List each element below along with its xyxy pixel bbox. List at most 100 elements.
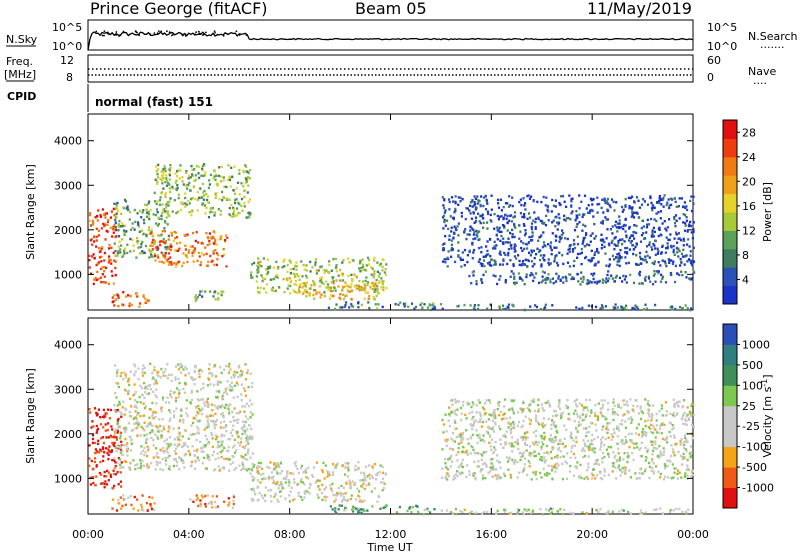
echo-cell <box>461 471 464 474</box>
echo-cell <box>519 458 522 462</box>
echo-cell <box>686 413 689 417</box>
echo-cell <box>457 451 460 454</box>
echo-cell <box>358 287 361 290</box>
echo-cell <box>107 453 110 457</box>
echo-cell <box>551 419 554 422</box>
echo-cell <box>650 469 653 473</box>
echo-cell <box>183 442 186 445</box>
echo-cell <box>90 224 93 227</box>
echo-cell <box>172 464 175 468</box>
echo-cell <box>531 273 534 276</box>
echo-cell <box>546 444 549 448</box>
echo-cell <box>204 246 207 249</box>
echo-cell <box>376 473 379 477</box>
echo-cell <box>161 468 165 472</box>
echo-cell <box>516 460 519 464</box>
echo-cell <box>131 394 134 397</box>
echo-cell <box>446 265 449 268</box>
echo-cell <box>457 203 460 206</box>
echo-cell <box>190 424 193 427</box>
echo-cell <box>279 490 282 493</box>
echo-cell <box>590 439 593 442</box>
echo-cell <box>460 412 463 415</box>
echo-cell <box>177 396 180 399</box>
echo-cell <box>102 447 105 450</box>
echo-cell <box>619 406 622 409</box>
echo-cell <box>490 427 493 430</box>
echo-cell <box>662 450 665 454</box>
echo-cell <box>622 227 625 231</box>
echo-cell <box>114 249 117 253</box>
echo-cell <box>550 440 554 444</box>
echo-cell <box>162 371 165 374</box>
echo-cell <box>516 411 520 414</box>
echo-cell <box>618 219 621 222</box>
echo-cell <box>443 242 446 245</box>
echo-cell <box>501 263 504 266</box>
echo-cell <box>683 411 686 415</box>
echo-cell <box>493 245 496 248</box>
echo-cell <box>199 504 203 508</box>
echo-cell <box>276 276 279 279</box>
echo-cell <box>497 202 500 205</box>
echo-cell <box>499 239 502 242</box>
echo-cell <box>237 430 240 434</box>
echo-cell <box>177 210 180 213</box>
echo-cell <box>109 473 112 477</box>
echo-cell <box>93 240 96 243</box>
echo-cell <box>508 204 512 207</box>
echo-cell <box>148 226 151 229</box>
echo-cell <box>530 478 533 481</box>
echo-cell <box>161 398 164 401</box>
echo-cell <box>524 229 527 232</box>
echo-cell <box>299 283 302 286</box>
echo-cell <box>348 261 351 264</box>
echo-cell <box>674 307 677 311</box>
echo-cell <box>664 262 667 265</box>
echo-cell <box>485 450 488 454</box>
echo-cell <box>590 472 593 475</box>
echo-cell <box>685 419 688 423</box>
echo-cell <box>341 288 344 292</box>
echo-cell <box>104 480 107 483</box>
echo-cell <box>532 219 535 222</box>
echo-cell <box>232 499 235 503</box>
echo-cell <box>307 292 310 295</box>
echo-cell <box>264 494 267 497</box>
echo-cell <box>121 449 124 453</box>
echo-cell <box>119 437 122 440</box>
echo-cell <box>98 451 101 454</box>
echo-cell <box>140 503 143 507</box>
echo-cell <box>163 254 167 258</box>
echo-cell <box>459 256 462 260</box>
echo-cell <box>128 467 131 470</box>
echo-cell <box>565 462 569 465</box>
echo-cell <box>689 224 692 228</box>
echo-cell <box>117 224 120 227</box>
echo-cell <box>381 489 384 492</box>
echo-cell <box>587 462 590 465</box>
echo-cell <box>161 230 164 233</box>
echo-cell <box>203 194 206 197</box>
echo-cell <box>334 498 338 501</box>
echo-cell <box>210 502 213 506</box>
echo-cell <box>220 293 223 296</box>
echo-cell <box>523 463 526 466</box>
echo-cell <box>145 233 148 237</box>
echo-cell <box>471 257 474 260</box>
echo-cell <box>166 451 169 454</box>
echo-cell <box>287 484 290 487</box>
echo-cell <box>612 401 615 404</box>
echo-cell <box>128 218 131 221</box>
echo-cell <box>488 433 491 437</box>
echo-cell <box>616 244 619 247</box>
echo-cell <box>587 430 590 434</box>
echo-cell <box>166 447 169 450</box>
echo-cell <box>137 367 140 370</box>
echo-cell <box>176 249 179 252</box>
echo-cell <box>300 464 304 468</box>
echo-cell <box>603 468 606 471</box>
echo-cell <box>229 437 232 441</box>
echo-cell <box>133 363 136 366</box>
echo-cell <box>604 280 607 283</box>
